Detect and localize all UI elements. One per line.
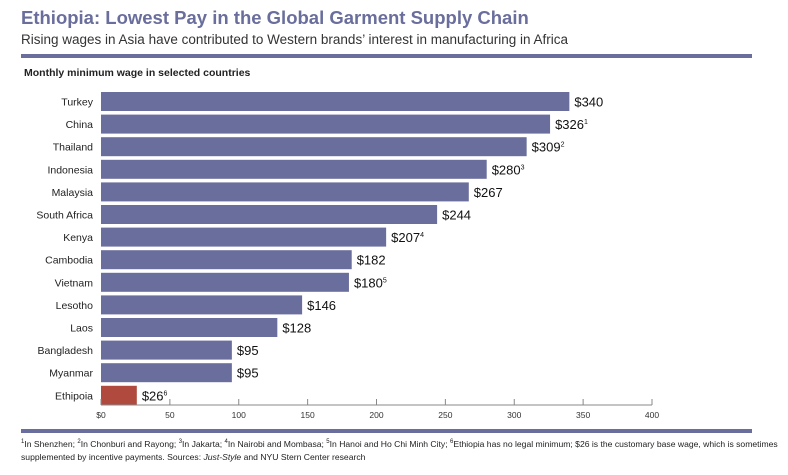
x-tick-label: 250 xyxy=(438,410,452,420)
footnote-text: In Jakarta; xyxy=(182,438,225,449)
x-tick-label: 200 xyxy=(369,410,383,420)
footnote-text: In Nairobi and Mombasa; xyxy=(227,438,327,449)
chart-subtitle: Rising wages in Asia have contributed to… xyxy=(21,32,569,47)
bar xyxy=(101,227,387,247)
footnote-mark: 5 xyxy=(383,277,387,284)
x-tick-label: 50 xyxy=(165,410,175,420)
bar xyxy=(101,92,570,111)
category-label: Vietnam xyxy=(55,277,94,289)
category-label: South Africa xyxy=(36,210,93,222)
x-tick-label: 400 xyxy=(645,410,659,420)
chart-caption: Monthly minimum wage in selected countri… xyxy=(24,67,251,79)
footnote-mark: 4 xyxy=(420,232,424,239)
x-tick-label: $0 xyxy=(96,410,106,420)
bar xyxy=(101,340,232,360)
bar xyxy=(101,159,487,179)
top-divider xyxy=(21,54,752,58)
footnote-mark: 2 xyxy=(561,142,565,149)
category-label: Bangladesh xyxy=(38,345,94,357)
data-label: $1805 xyxy=(354,275,387,290)
data-label: $146 xyxy=(307,298,336,313)
category-label: Myanmar xyxy=(49,368,93,380)
bar xyxy=(101,385,137,405)
data-label: $2074 xyxy=(391,230,424,245)
bar xyxy=(101,318,278,337)
data-label: $340 xyxy=(574,95,603,110)
data-label: $2803 xyxy=(492,162,525,177)
data-label: $95 xyxy=(237,366,259,381)
bar xyxy=(101,295,303,315)
footnote-text: In Shenzhen; xyxy=(24,438,78,449)
source-name: Just-Style xyxy=(203,451,242,462)
bar xyxy=(101,363,232,383)
data-label: $95 xyxy=(237,343,259,358)
footnote-text: In Chonburi and Rayong; xyxy=(80,438,179,449)
category-label: Indonesia xyxy=(47,164,93,176)
x-tick-label: 100 xyxy=(232,410,246,420)
category-label: Kenya xyxy=(63,232,93,244)
footnote-mark: 3 xyxy=(178,439,183,445)
data-label: $267 xyxy=(474,185,503,200)
footnote-mark: 2 xyxy=(77,439,81,445)
footnote-mark: 3 xyxy=(521,164,525,171)
footnote: 1In Shenzhen; 2In Chonburi and Rayong; 3… xyxy=(21,436,781,464)
bar xyxy=(101,272,349,292)
category-label: Cambodia xyxy=(45,255,93,267)
bar xyxy=(101,182,469,202)
data-label: $266 xyxy=(142,388,168,403)
x-tick-label: 300 xyxy=(507,410,521,420)
category-label: Lesotho xyxy=(56,300,94,312)
category-label: Laos xyxy=(70,323,93,335)
data-label: $3092 xyxy=(532,140,565,155)
bar xyxy=(101,137,527,157)
category-label: China xyxy=(66,119,94,131)
data-label: $3261 xyxy=(555,117,588,132)
footnote-mark: 1 xyxy=(584,119,588,126)
bar xyxy=(101,114,551,134)
footnote-text: In Hanoi and Ho Chi Minh City; xyxy=(329,438,451,449)
footnote-mark: 5 xyxy=(326,439,330,445)
footnote-mark: 1 xyxy=(21,439,25,445)
x-tick-label: 350 xyxy=(576,410,590,420)
category-label: Malaysia xyxy=(52,187,94,199)
x-tick-label: 150 xyxy=(301,410,315,420)
category-label: Turkey xyxy=(61,97,93,109)
footnote-mark: 6 xyxy=(450,439,454,445)
category-label: Ethipoia xyxy=(55,390,93,402)
bar xyxy=(101,205,438,224)
bar xyxy=(101,250,352,270)
footnote-mark: 4 xyxy=(224,439,228,445)
chart-title: Ethiopia: Lowest Pay in the Global Garme… xyxy=(21,7,529,28)
data-label: $182 xyxy=(357,253,386,268)
footnote-mark: 6 xyxy=(164,390,168,397)
source-text: and NYU Stern Center research xyxy=(241,451,366,462)
footnote-text: Ethiopia has no legal minimum; $26 is th… xyxy=(21,438,778,462)
data-label: $244 xyxy=(442,208,471,223)
bottom-divider xyxy=(21,429,752,433)
data-label: $128 xyxy=(282,321,311,336)
category-label: Thailand xyxy=(53,142,93,154)
